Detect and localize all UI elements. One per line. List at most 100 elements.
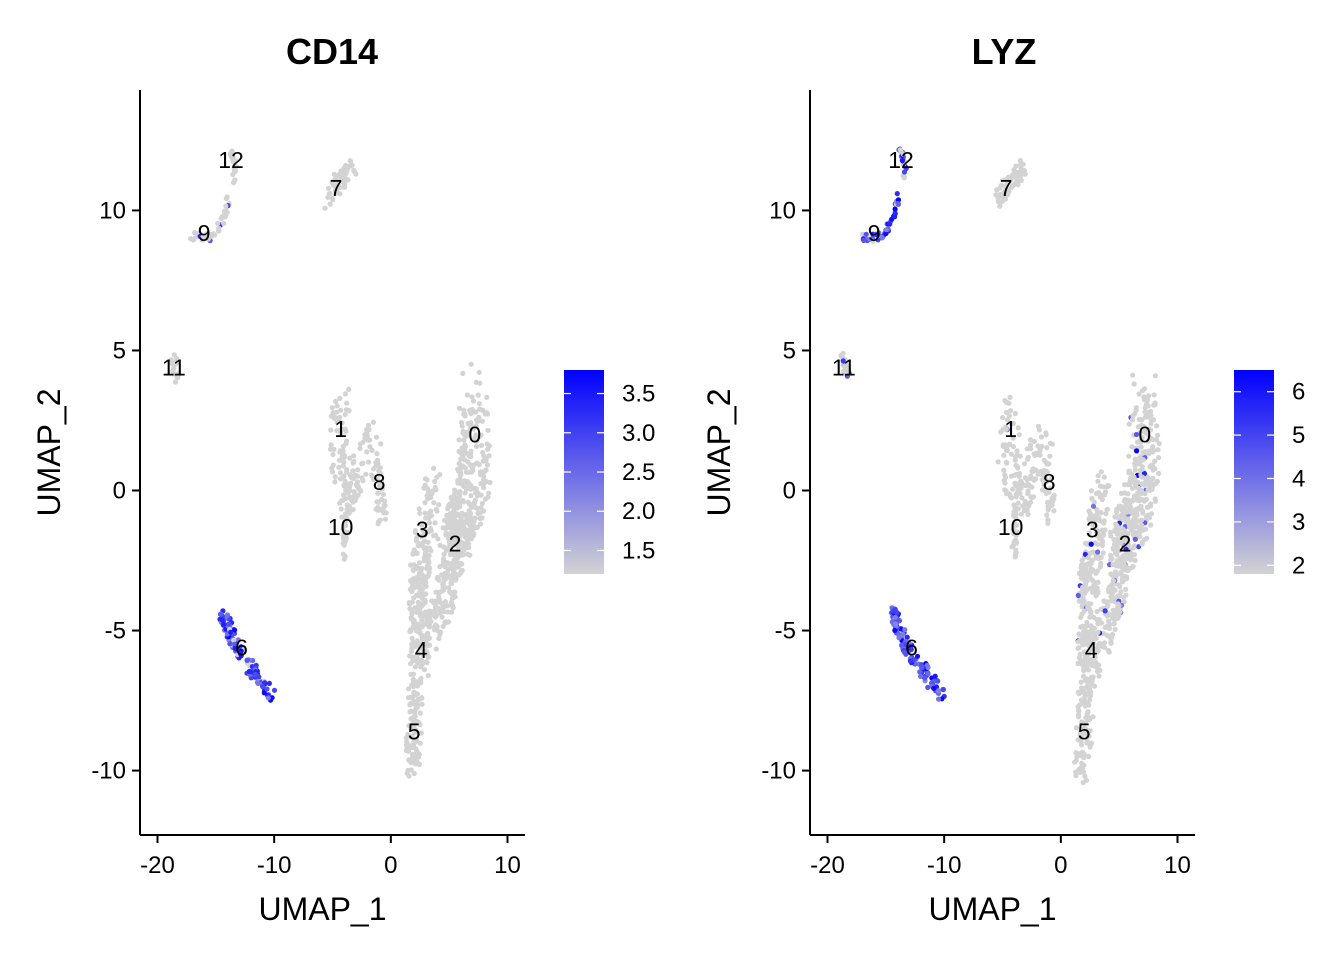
cell-point <box>218 611 224 617</box>
cell-point <box>414 654 420 660</box>
cell-point <box>419 661 426 667</box>
cell-point <box>1127 505 1133 511</box>
cell-point <box>477 380 483 386</box>
cell-point <box>407 606 413 612</box>
x-axis-title: UMAP_1 <box>258 891 386 927</box>
cell-point <box>417 588 423 594</box>
cell-point <box>1085 660 1091 666</box>
cell-point <box>332 175 338 181</box>
y-tick-label: 5 <box>113 337 126 364</box>
cell-point <box>1080 780 1086 786</box>
cell-point <box>1078 765 1084 771</box>
cell-point <box>1093 491 1099 497</box>
cell-point <box>419 701 425 707</box>
cell-point <box>1152 481 1158 487</box>
cell-point <box>1118 589 1124 595</box>
cell-point <box>457 476 463 482</box>
cell-point <box>895 197 902 203</box>
cell-point <box>1031 451 1037 457</box>
cell-point <box>1106 625 1112 632</box>
cell-point <box>995 459 1001 465</box>
cell-point <box>440 556 447 562</box>
cell-point <box>1121 498 1127 504</box>
cell-point <box>1114 570 1120 577</box>
cell-point <box>1013 547 1019 553</box>
cell-point <box>334 189 340 195</box>
cell-point <box>1134 448 1140 454</box>
cell-point <box>422 482 428 488</box>
cell-point <box>1141 397 1147 403</box>
cell-point <box>1083 685 1089 691</box>
cell-point <box>1145 438 1151 444</box>
cell-point <box>329 405 335 411</box>
cell-point <box>470 464 476 470</box>
colorbar <box>1234 370 1274 574</box>
cell-point <box>215 220 221 226</box>
cell-point <box>899 642 905 648</box>
cell-point <box>1086 753 1092 760</box>
cell-point <box>422 500 428 506</box>
cell-point <box>875 237 881 243</box>
cell-point <box>332 398 339 404</box>
cell-point <box>899 158 906 164</box>
cluster-label: 7 <box>1000 175 1013 201</box>
cell-point <box>413 624 419 630</box>
cell-point <box>896 635 902 641</box>
cell-point <box>1047 485 1053 491</box>
cell-point <box>1018 165 1024 171</box>
cell-point <box>1008 495 1015 501</box>
cell-point <box>412 664 418 670</box>
cell-point <box>172 360 178 366</box>
cell-point <box>1145 475 1151 481</box>
cell-point <box>1105 506 1111 512</box>
x-axis-title: UMAP_1 <box>928 891 1056 927</box>
cell-point <box>1076 751 1082 757</box>
cell-point <box>414 681 420 687</box>
cell-point <box>1146 393 1152 399</box>
cell-point <box>260 684 266 690</box>
cell-point <box>342 478 348 485</box>
colorbar-label: 5 <box>1292 422 1305 449</box>
y-tick-label: 0 <box>113 478 126 505</box>
cell-point <box>230 171 236 178</box>
cell-point <box>925 671 931 677</box>
cell-point <box>426 642 433 648</box>
cell-point <box>1029 484 1035 490</box>
cell-point <box>464 429 470 435</box>
cell-point <box>1125 482 1131 488</box>
cell-point <box>1001 452 1007 458</box>
cell-point <box>1127 555 1133 561</box>
cell-point <box>334 403 340 409</box>
cell-point <box>411 771 417 777</box>
cell-point <box>478 505 484 511</box>
cell-point <box>378 441 384 447</box>
cell-point <box>1012 552 1019 558</box>
cell-point <box>348 158 354 164</box>
cell-point <box>379 479 385 485</box>
plot-title: LYZ <box>972 31 1037 72</box>
cell-point <box>1156 470 1162 476</box>
cell-point <box>364 427 370 433</box>
cell-point <box>447 573 453 579</box>
cell-point <box>1102 608 1108 614</box>
cell-point <box>376 483 383 489</box>
cell-point <box>431 500 437 506</box>
cell-point <box>486 443 492 449</box>
y-tick-label: 10 <box>769 197 796 224</box>
cell-point <box>461 521 467 527</box>
cell-point <box>1139 481 1145 487</box>
cell-point <box>426 615 433 621</box>
cell-point <box>262 680 268 686</box>
cell-point <box>453 577 459 583</box>
cell-point <box>1154 437 1160 443</box>
cell-point <box>1084 700 1090 706</box>
cell-point <box>411 698 417 704</box>
cell-point <box>224 194 230 200</box>
cell-point <box>471 523 477 529</box>
cell-point <box>1116 503 1122 509</box>
cell-point <box>1145 504 1151 510</box>
cell-point <box>1039 477 1045 483</box>
cell-point <box>451 492 457 499</box>
cell-point <box>1132 557 1138 564</box>
